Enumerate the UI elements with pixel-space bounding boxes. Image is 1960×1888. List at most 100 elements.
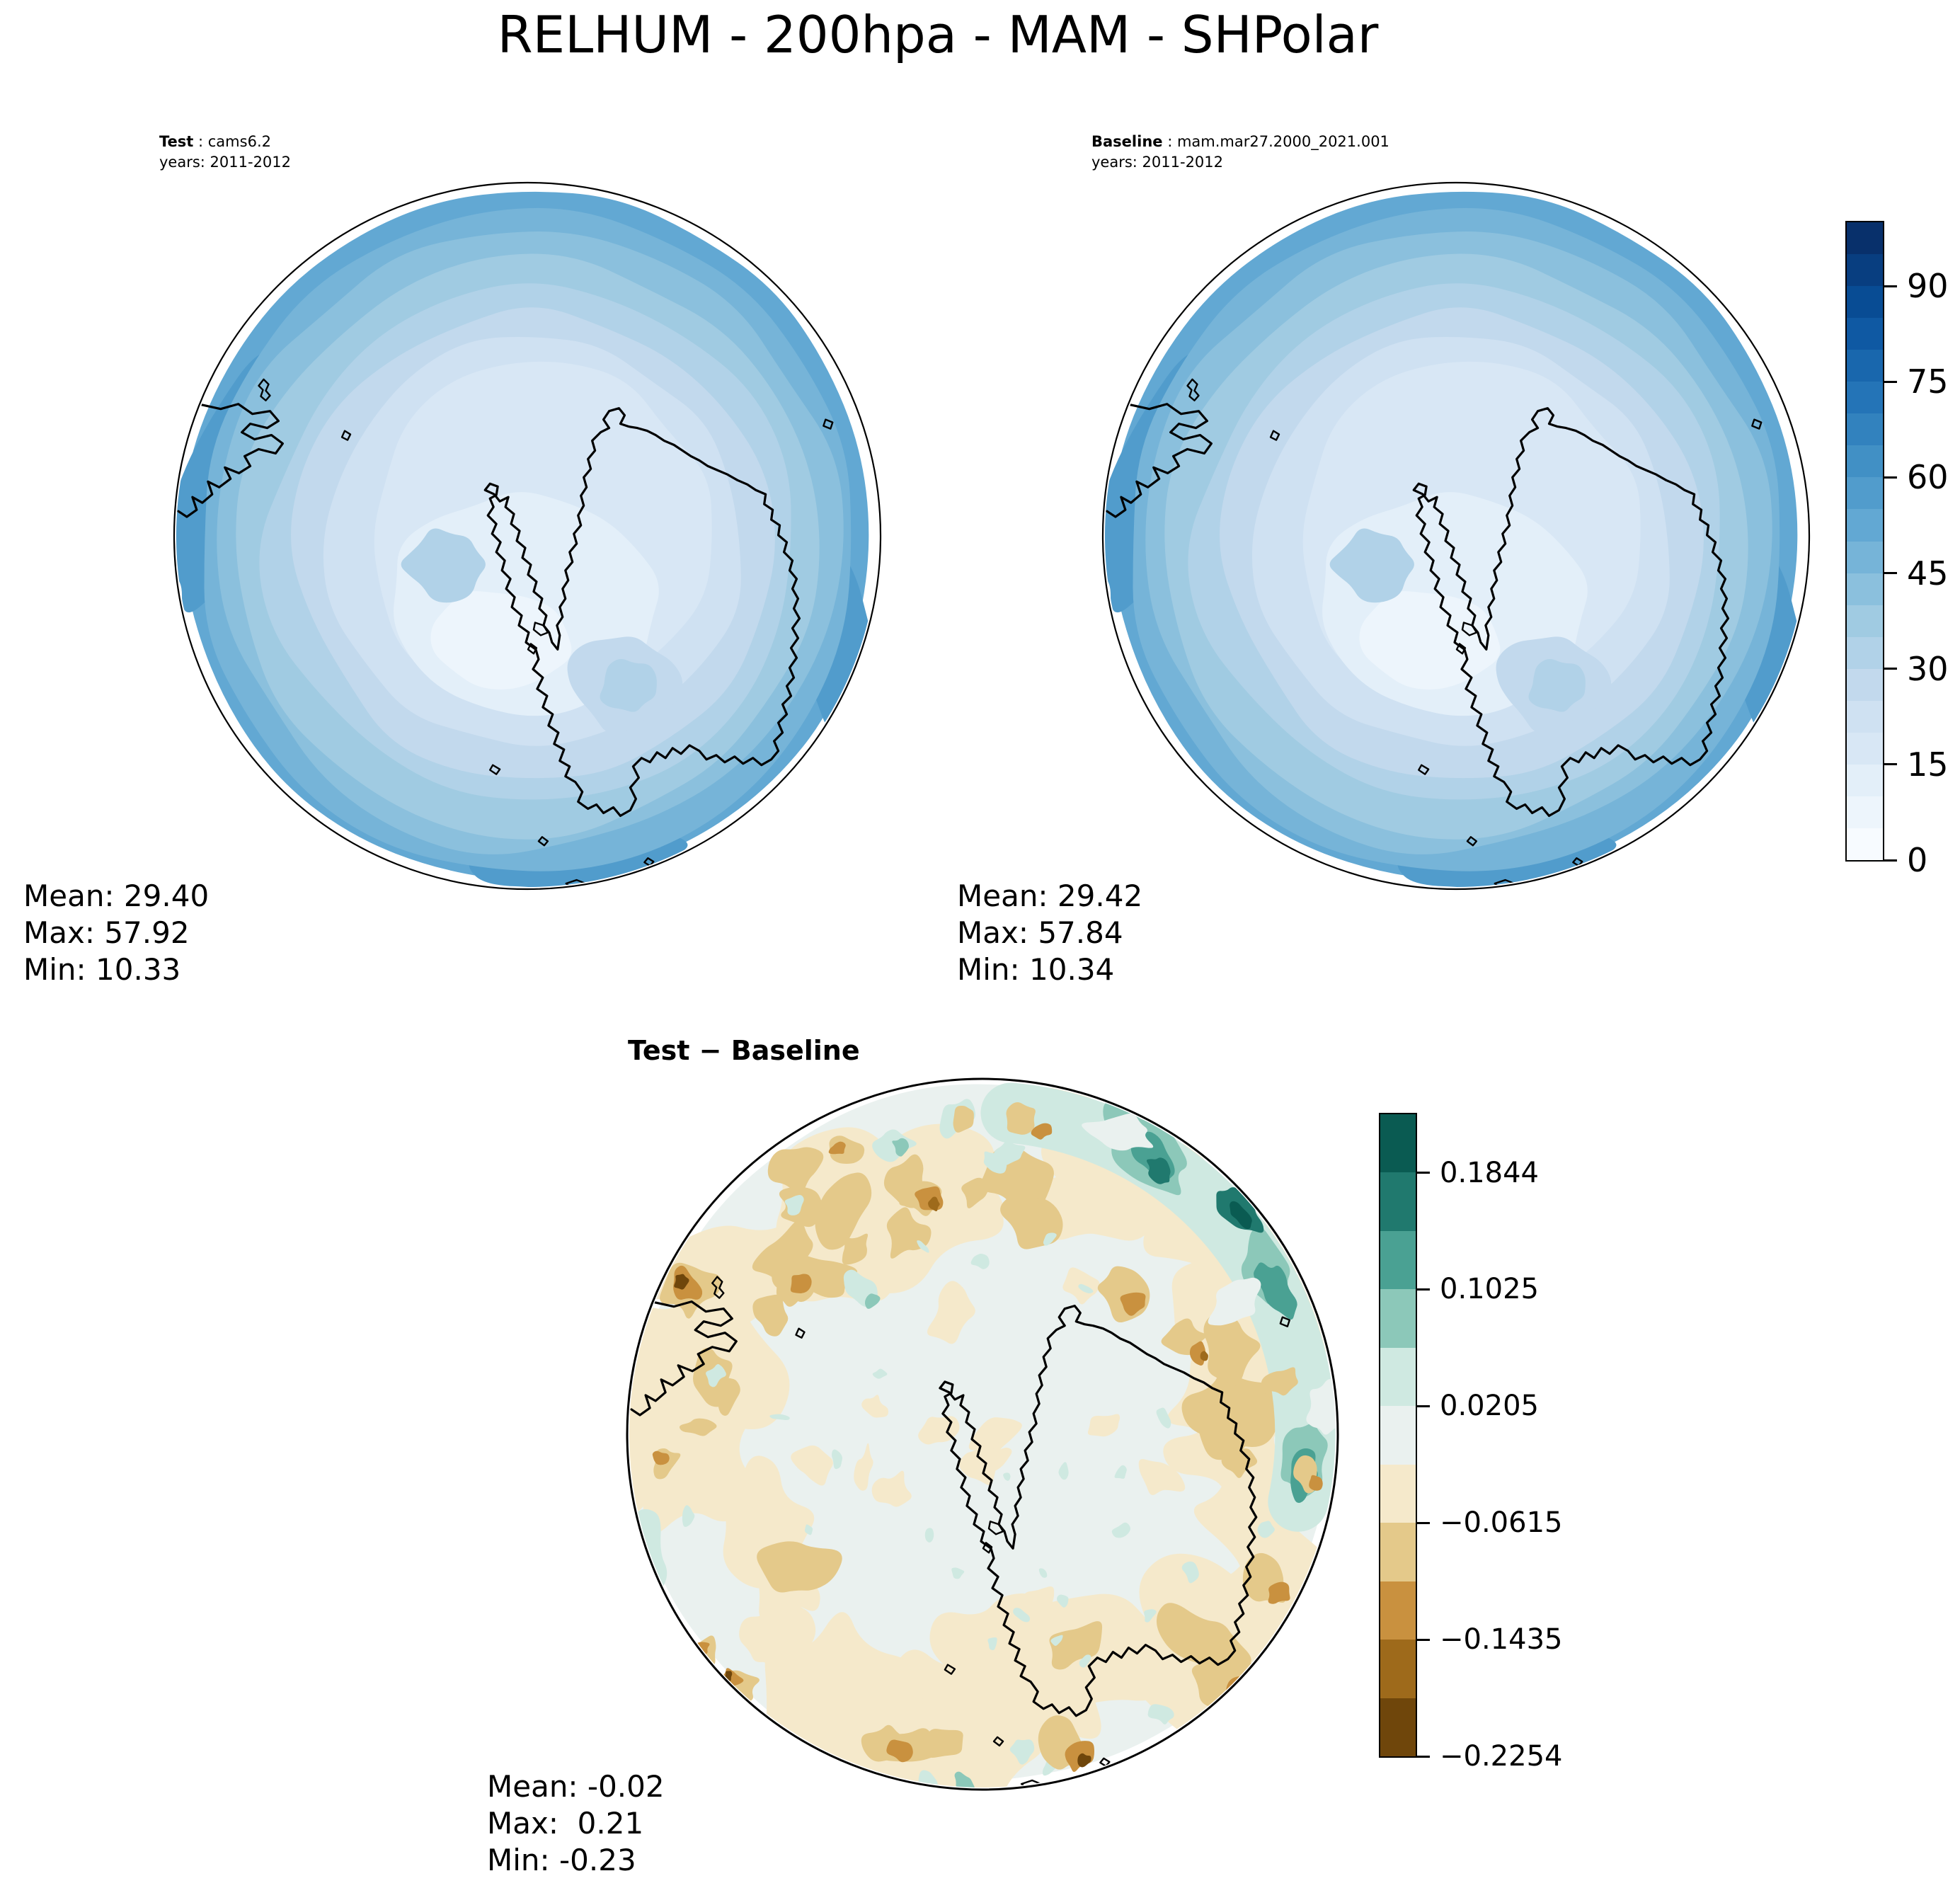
colorbar-band [1847,828,1883,861]
island-coastline [1461,622,1478,636]
contour-blob [886,1739,913,1763]
contour-blob [1226,1676,1259,1705]
colorbar-band [1847,796,1883,829]
contour-blob [629,1262,790,1429]
colorbar-tick-label: 0 [1907,841,1928,879]
colorbar-tick [1416,1521,1430,1524]
island-coastline [532,622,549,636]
difference-stat-min: Min: -0.23 [487,1843,636,1877]
polar-map-svg [626,1077,1339,1791]
colorbar-tick-label: −0.2254 [1440,1740,1563,1773]
contour-blob [1257,1521,1275,1538]
contour-blob [1309,1475,1323,1491]
colorbar-band [1380,1698,1416,1757]
contour-blob [1156,1407,1171,1429]
colorbar-tick [1883,668,1897,670]
contour-blob [674,1274,689,1290]
map-boundary-circle [1101,181,1811,891]
island-coastline [489,764,501,775]
contour-blob [987,1637,997,1651]
contour-blob [1254,1262,1297,1320]
difference-map [624,1076,1341,1792]
polar-map-svg [173,181,882,891]
contour-blob [1329,528,1414,603]
contour-blob [872,1368,888,1379]
difference-stat-mean: Mean: -0.02 [487,1769,665,1804]
island-coastline [982,1542,993,1554]
contour-blob [629,1548,652,1618]
colorbar-band [1847,700,1883,733]
colorbar-band [1847,509,1883,542]
colorbar-tick [1416,1638,1430,1641]
colorbar-band [1847,541,1883,574]
colorbar-band [1380,1581,1416,1640]
antarctica-coastline [1412,407,1730,818]
contour-blob [1098,1774,1117,1787]
contour-blob [790,1274,812,1293]
island-coastline [340,430,352,441]
colorbar-band [1847,382,1883,414]
figure-title: RELHUM - 200hpa - MAM - SHPolar [497,5,1379,64]
contour-blob [1156,1603,1251,1669]
colorbar-tick-label: 60 [1907,458,1949,497]
test-separator: : [193,133,208,150]
map-boundary-circle [173,181,882,891]
contour-blob [832,1449,843,1470]
island-coastline [1269,430,1280,441]
contour-blob [918,1416,960,1445]
contour-blob [1147,1704,1174,1724]
contour-blob [1013,1608,1031,1623]
contour-blob [1261,1367,1298,1396]
contour-blob [640,1627,657,1643]
colorbar-tick-label: 30 [1907,649,1949,688]
polar-map-svg [1101,181,1811,891]
contour-blob [961,1177,997,1208]
south-america-coastline [630,1300,738,1417]
contour-blob [815,1172,872,1250]
colorbar-tick [1416,1288,1430,1291]
colorbar-tick-label: 45 [1907,554,1949,593]
island-coastline [1466,836,1478,847]
colorbar-tick [1416,1172,1430,1174]
map-contour-layer [176,191,879,888]
colorbar-tick [1883,380,1897,383]
contour-blob [1268,1581,1290,1604]
colorbar-band [1847,286,1883,319]
contour-blob [767,1147,824,1196]
colorbar-band [1847,668,1883,702]
contour-blob [1203,1311,1261,1385]
contour-blob [854,1443,873,1491]
contour-blob [928,1196,940,1212]
contour-blob [1200,1351,1208,1361]
contour-blob [828,1141,846,1155]
contour-blob [1087,1414,1121,1437]
contour-blob [871,1263,895,1301]
colorbar-tick-label: 0.1844 [1440,1156,1539,1189]
island-coastline [944,1664,956,1675]
colorbar-band [1847,732,1883,765]
south-america-coastline [1106,403,1213,518]
island-coastline [992,1736,1004,1747]
colorbar-band [1847,477,1883,510]
contour-blob [401,528,486,603]
contour-blob [682,1505,695,1527]
island-coastline [527,643,538,655]
colorbar-tick-label: 0.0205 [1440,1390,1539,1423]
colorbar-band [1847,350,1883,382]
contour-blob [1528,659,1586,712]
contour-blob [954,1771,975,1787]
colorbar-tick [1416,1404,1430,1407]
contour-blob [1023,1586,1055,1624]
colorbar-tick [1883,476,1897,479]
contour-blob [1120,1292,1146,1316]
colorbar-band [1380,1640,1416,1699]
contour-blob [629,1509,667,1632]
island-coastline [258,378,271,401]
baseline-years: years: 2011-2012 [1091,154,1224,171]
colorbar-tick [1883,859,1897,862]
colorbar-tick [1416,1755,1430,1758]
colorbar-tick [1883,572,1897,575]
contour-blob [1144,1609,1157,1623]
contour-blob [1077,1753,1091,1768]
contour-blob [1239,1688,1254,1708]
